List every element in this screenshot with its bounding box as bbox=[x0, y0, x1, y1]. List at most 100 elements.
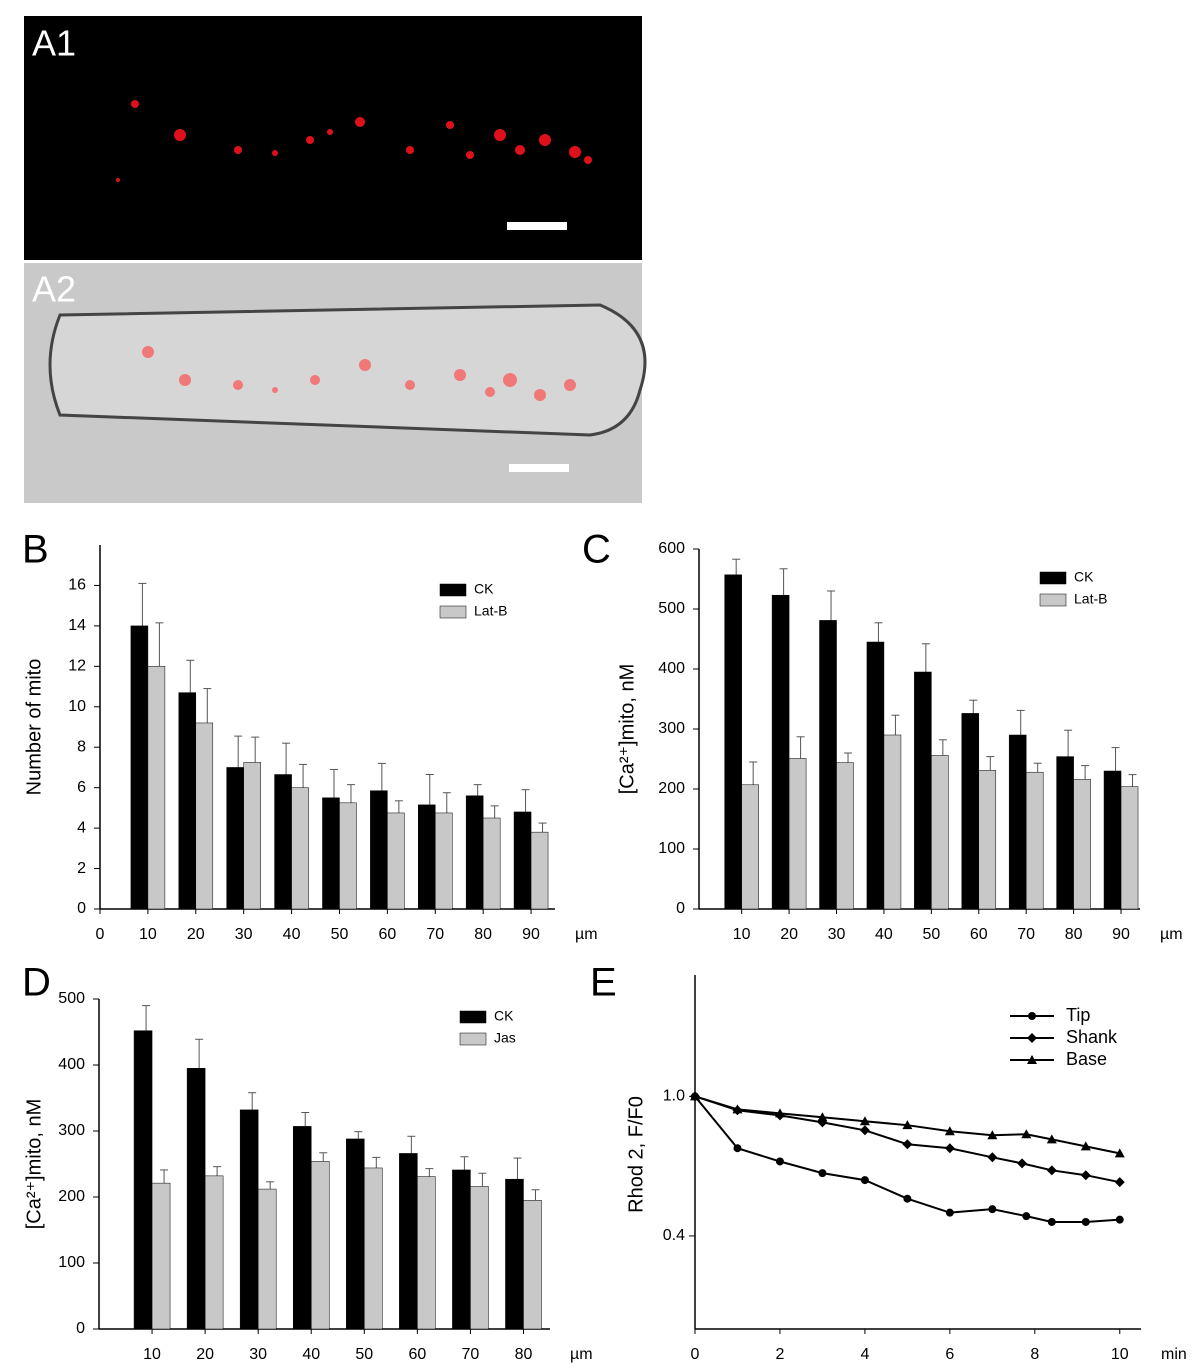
y-tick-label: 200 bbox=[58, 1188, 85, 1205]
x-tick-label: 8 bbox=[1030, 1346, 1039, 1363]
y-tick-label: 200 bbox=[658, 780, 685, 797]
legend-label: CK bbox=[474, 581, 494, 597]
bar bbox=[1120, 786, 1139, 910]
marker bbox=[817, 1112, 828, 1122]
legend-label: CK bbox=[1074, 569, 1094, 585]
marker bbox=[1022, 1212, 1031, 1221]
image-a2: A2 bbox=[24, 263, 647, 503]
bar bbox=[1025, 771, 1044, 910]
bar bbox=[417, 1176, 436, 1330]
bar bbox=[370, 790, 388, 910]
marker bbox=[1114, 1177, 1125, 1188]
x-tick-label: 6 bbox=[945, 1346, 954, 1363]
legend-label: Tip bbox=[1066, 1005, 1090, 1025]
marker bbox=[902, 1120, 913, 1130]
bar bbox=[883, 734, 902, 910]
panel-label: B bbox=[22, 528, 49, 572]
y-tick-label: 0 bbox=[676, 900, 685, 917]
x-tick-label: 2 bbox=[775, 1346, 784, 1363]
x-axis-unit: min bbox=[1161, 1346, 1187, 1363]
bar bbox=[1008, 734, 1027, 910]
panel-label: D bbox=[22, 961, 51, 1005]
marker bbox=[902, 1139, 913, 1150]
bar bbox=[505, 1178, 524, 1330]
bar bbox=[435, 812, 453, 910]
x-tick-label: 20 bbox=[196, 1346, 214, 1363]
marker bbox=[1115, 1215, 1124, 1224]
marker bbox=[818, 1169, 827, 1178]
marker bbox=[1017, 1158, 1028, 1169]
bar bbox=[978, 770, 997, 910]
x-tick-label: 20 bbox=[187, 926, 205, 943]
marker bbox=[1080, 1170, 1091, 1181]
x-tick-label: 90 bbox=[1112, 926, 1130, 943]
x-tick-label: 80 bbox=[515, 1346, 533, 1363]
y-axis-title: [Ca²⁺]mito, nM bbox=[23, 1099, 45, 1230]
marker bbox=[1114, 1148, 1125, 1158]
y-tick-label: 100 bbox=[58, 1254, 85, 1271]
x-tick-label: 10 bbox=[733, 926, 751, 943]
x-tick-label: 30 bbox=[249, 1346, 267, 1363]
y-tick-label: 400 bbox=[658, 660, 685, 677]
marker bbox=[945, 1208, 954, 1217]
x-axis-unit: µm bbox=[1160, 926, 1183, 943]
x-tick-label: 4 bbox=[860, 1346, 869, 1363]
bar bbox=[178, 692, 197, 910]
bar bbox=[914, 671, 932, 910]
bar bbox=[310, 1161, 330, 1330]
marker bbox=[1046, 1165, 1057, 1176]
marker bbox=[903, 1194, 912, 1203]
legend-swatch bbox=[439, 583, 467, 597]
marker bbox=[733, 1144, 742, 1153]
y-tick-label: 600 bbox=[658, 540, 685, 557]
x-tick-label: 10 bbox=[143, 1346, 161, 1363]
y-tick-label: 100 bbox=[658, 840, 685, 857]
legend-label: Lat-B bbox=[1074, 591, 1107, 607]
bar bbox=[151, 1182, 171, 1330]
legend-swatch bbox=[1039, 593, 1067, 607]
bar bbox=[1103, 770, 1122, 910]
x-tick-label: 70 bbox=[426, 926, 444, 943]
x-tick-label: 10 bbox=[1111, 1346, 1129, 1363]
legend-label: CK bbox=[494, 1008, 514, 1024]
bar bbox=[418, 804, 436, 910]
legend-swatch bbox=[459, 1010, 487, 1024]
marker bbox=[859, 1116, 870, 1126]
y-tick-label: 300 bbox=[58, 1122, 85, 1139]
y-axis-title: Number of mito bbox=[23, 659, 45, 796]
legend-swatch bbox=[459, 1032, 487, 1046]
y-tick-label: 6 bbox=[77, 779, 86, 796]
x-axis-unit: µm bbox=[575, 926, 598, 943]
panel-label: E bbox=[590, 961, 617, 1005]
x-tick-label: 40 bbox=[283, 926, 301, 943]
bar bbox=[204, 1175, 224, 1330]
bar bbox=[513, 811, 532, 910]
legend-swatch bbox=[1039, 571, 1067, 585]
bar bbox=[836, 762, 854, 910]
bar bbox=[346, 1138, 365, 1330]
bar bbox=[133, 1030, 153, 1330]
bar bbox=[387, 812, 405, 910]
legend-swatch bbox=[439, 605, 467, 619]
marker bbox=[944, 1126, 955, 1136]
bar bbox=[257, 1188, 277, 1330]
y-tick-label: 12 bbox=[68, 658, 86, 675]
bar bbox=[364, 1167, 383, 1330]
bar bbox=[186, 1068, 206, 1330]
marker bbox=[1081, 1217, 1090, 1226]
marker bbox=[1027, 1033, 1037, 1043]
x-tick-label: 40 bbox=[875, 926, 893, 943]
y-axis-title: Rhod 2, F/F0 bbox=[625, 1096, 647, 1213]
bar bbox=[523, 1200, 542, 1330]
bar bbox=[788, 758, 807, 910]
x-axis-unit: µm bbox=[570, 1346, 593, 1363]
x-tick-label: 30 bbox=[235, 926, 253, 943]
marker bbox=[1080, 1141, 1091, 1151]
bar bbox=[465, 795, 484, 910]
marker bbox=[988, 1205, 997, 1214]
bar bbox=[274, 774, 292, 910]
y-tick-label: 10 bbox=[68, 698, 86, 715]
x-tick-label: 70 bbox=[1017, 926, 1035, 943]
image-label: A2 bbox=[32, 269, 76, 310]
x-tick-label: 50 bbox=[355, 1346, 373, 1363]
